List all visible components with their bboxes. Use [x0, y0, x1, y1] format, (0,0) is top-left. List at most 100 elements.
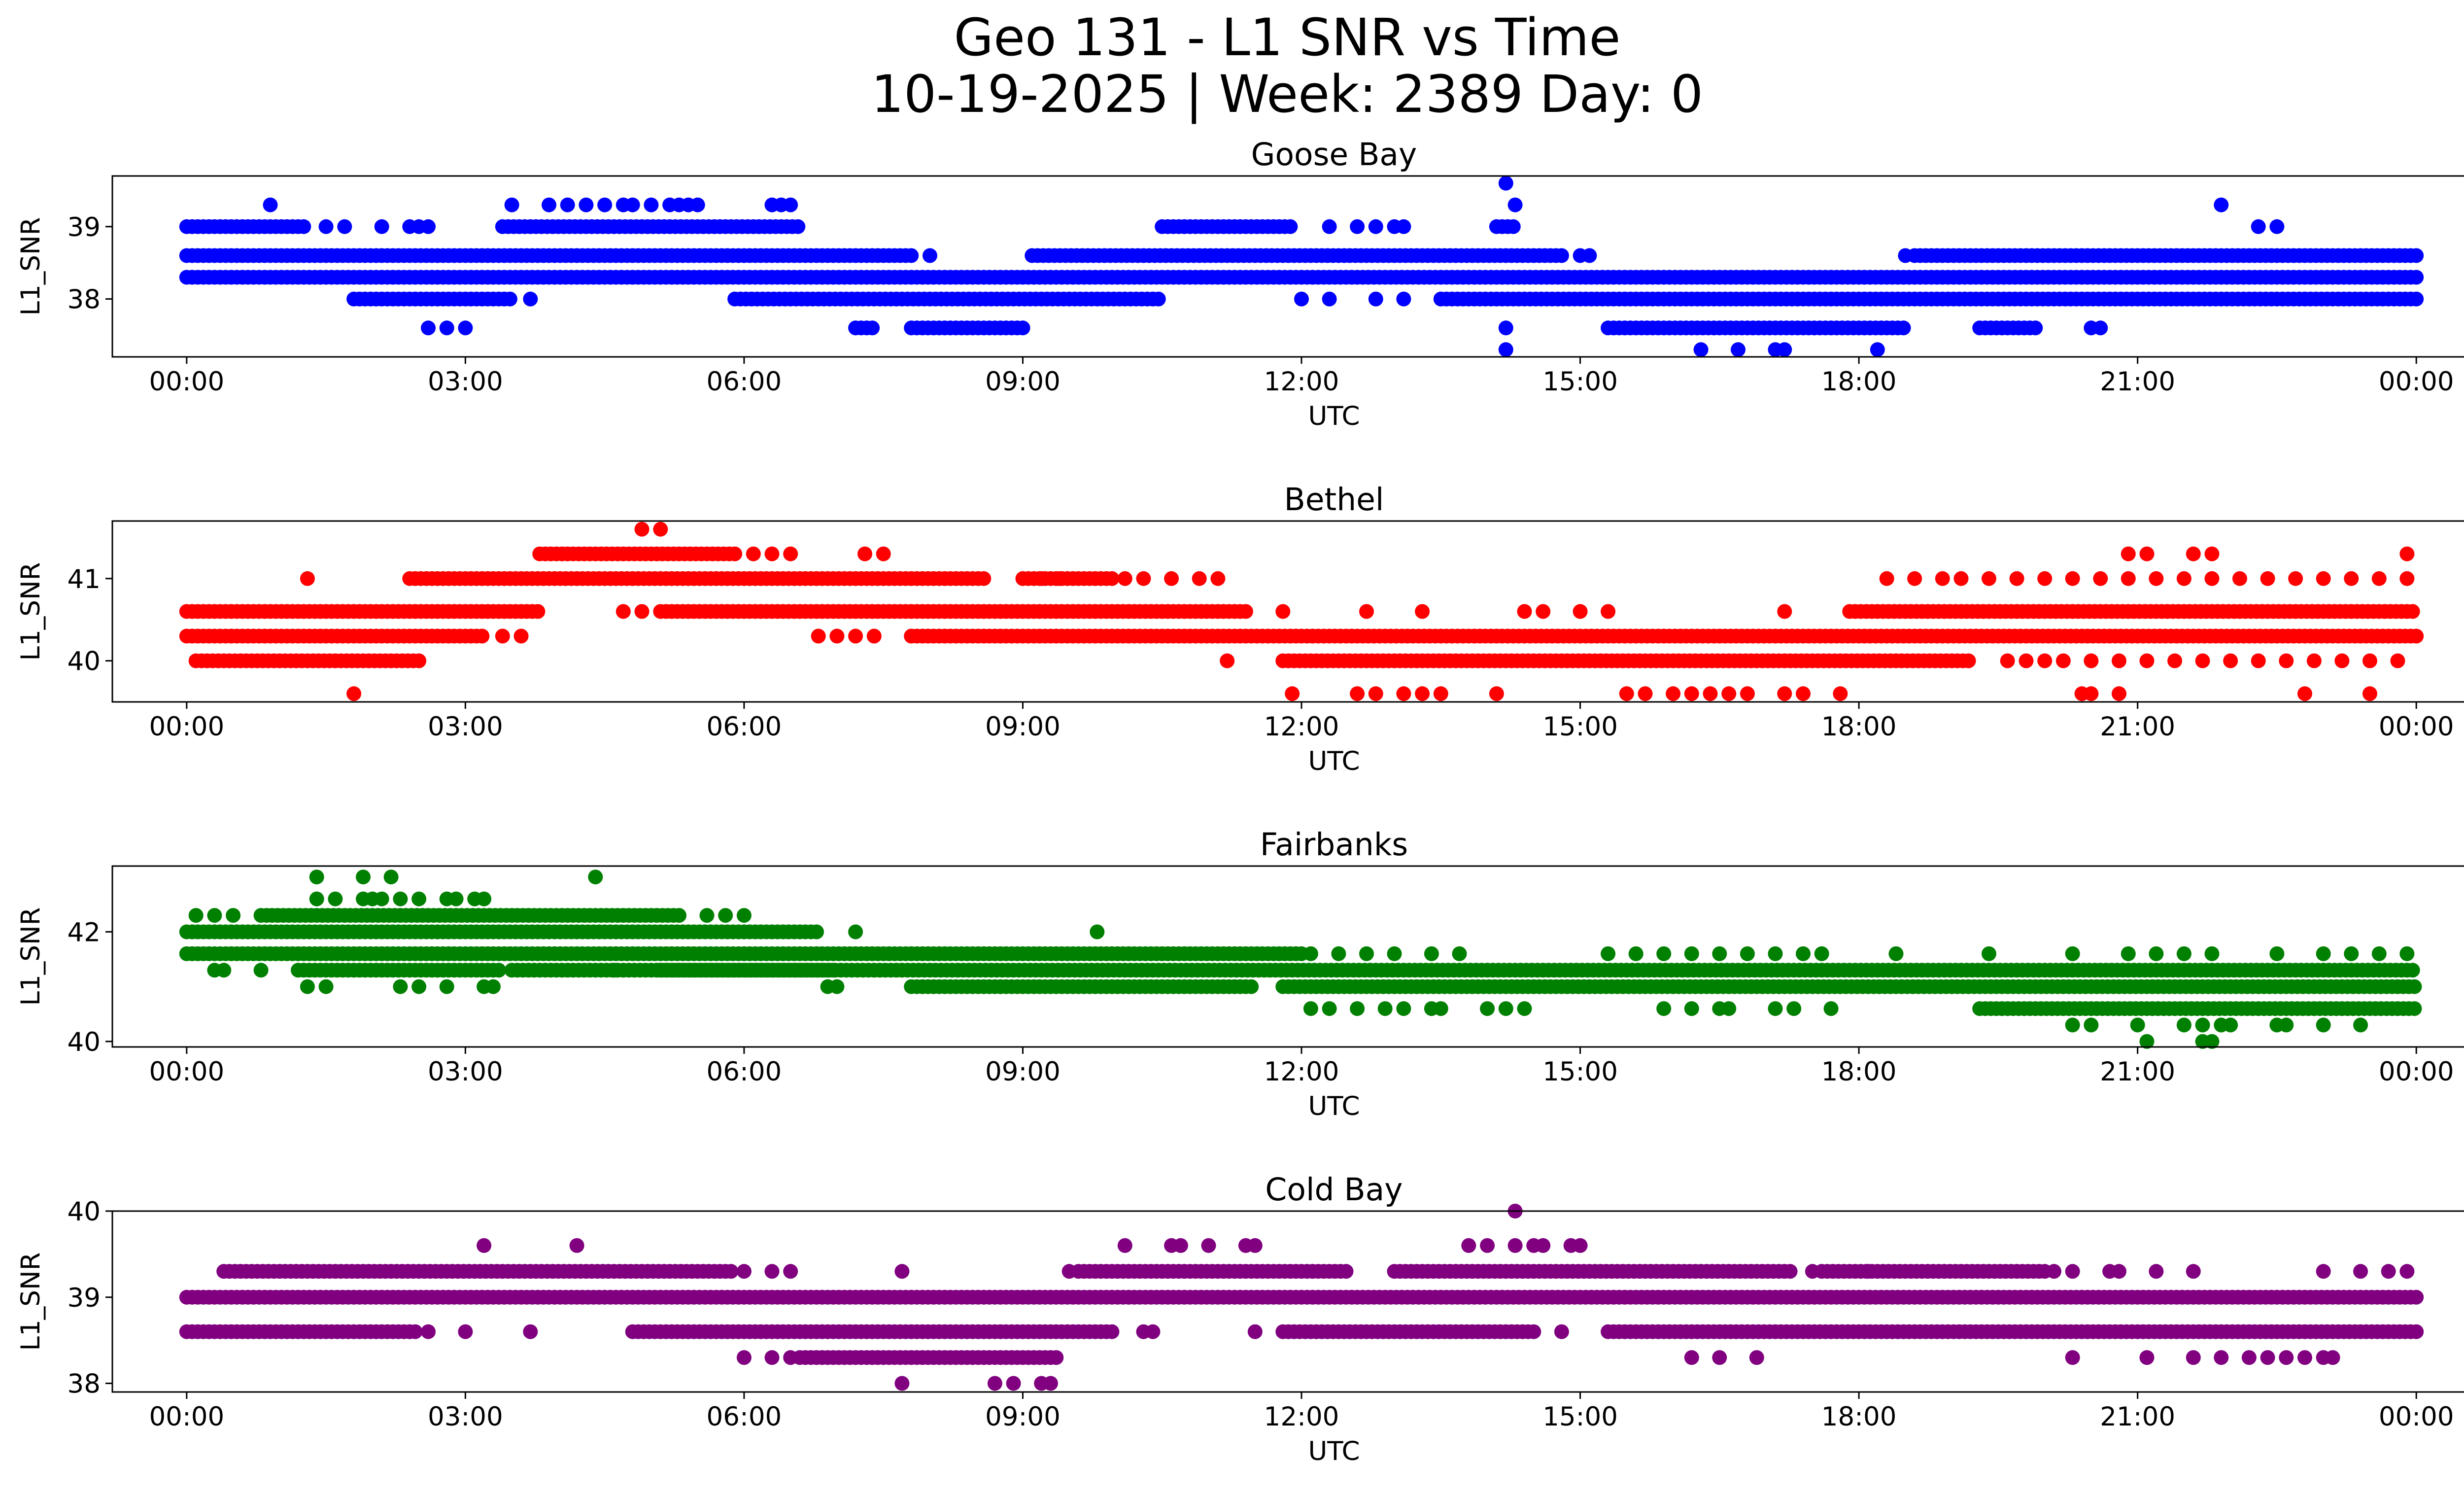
data-point — [300, 979, 315, 994]
data-point — [1684, 686, 1699, 701]
data-point — [226, 908, 241, 923]
data-point — [1507, 197, 1523, 212]
data-point — [2409, 291, 2424, 307]
y-tick-label: 42 — [68, 917, 101, 947]
data-point — [1247, 1324, 1263, 1339]
data-point — [2176, 571, 2191, 586]
data-point — [1693, 342, 1709, 357]
data-point — [1907, 571, 1922, 586]
data-point — [1331, 946, 1346, 961]
data-point — [1415, 604, 1430, 619]
data-point — [2316, 946, 2331, 961]
data-point — [569, 1238, 584, 1253]
data-point — [764, 1264, 780, 1279]
x-tick-label: 15:00 — [1542, 1402, 1618, 1432]
data-point — [328, 891, 343, 906]
x-tick-label: 21:00 — [2100, 367, 2175, 397]
x-tick-label: 21:00 — [2100, 1402, 2175, 1432]
data-point — [2409, 248, 2424, 263]
data-point — [1712, 946, 1727, 961]
data-point — [894, 1376, 910, 1391]
data-point — [579, 197, 594, 212]
data-point — [1628, 946, 1643, 961]
y-tick-label: 40 — [68, 1027, 101, 1057]
data-point — [848, 628, 863, 644]
data-point — [2381, 1264, 2396, 1279]
data-point — [2399, 546, 2415, 561]
data-point — [1049, 1350, 1064, 1365]
data-point — [2279, 653, 2294, 668]
data-point — [2065, 946, 2080, 961]
x-tick-label: 06:00 — [707, 712, 782, 742]
data-point — [2353, 1017, 2368, 1033]
data-point — [736, 1350, 752, 1365]
data-point — [2371, 946, 2387, 961]
x-axis-label: UTC — [1308, 746, 1360, 776]
data-point — [644, 197, 659, 212]
data-point — [1740, 686, 1755, 701]
data-point — [2409, 1289, 2424, 1305]
data-point — [2204, 946, 2220, 961]
data-point — [825, 963, 841, 978]
data-point — [2316, 1017, 2331, 1033]
data-point — [2149, 946, 2164, 961]
data-point — [2223, 1017, 2238, 1033]
x-tick-label: 03:00 — [428, 1057, 503, 1087]
x-tick-label: 15:00 — [1542, 712, 1618, 742]
data-point — [857, 546, 872, 561]
data-point — [448, 891, 464, 906]
data-point — [2325, 1350, 2340, 1365]
data-point — [904, 248, 919, 263]
data-point — [2019, 653, 2034, 668]
x-tick-label: 15:00 — [1542, 1057, 1618, 1087]
x-axis-label: UTC — [1308, 1436, 1360, 1466]
data-point — [1480, 1238, 1495, 1253]
data-point — [1703, 686, 1718, 701]
data-point — [1396, 686, 1411, 701]
data-point — [1090, 924, 1105, 939]
data-point — [1247, 1238, 1263, 1253]
data-point — [1833, 686, 1848, 701]
data-point — [1768, 1001, 1783, 1016]
data-point — [411, 653, 427, 668]
axes-frame — [111, 1210, 2464, 1393]
data-point — [216, 963, 232, 978]
data-point — [491, 963, 507, 978]
x-tick-label: 12:00 — [1264, 712, 1339, 742]
data-point — [2407, 1001, 2422, 1016]
data-point — [718, 908, 733, 923]
data-point — [393, 891, 408, 906]
data-point — [1452, 946, 1467, 961]
data-point — [1117, 571, 1132, 586]
data-point — [374, 891, 389, 906]
x-tick-label: 00:00 — [2379, 1402, 2454, 1432]
data-point — [513, 628, 529, 644]
data-point — [530, 604, 546, 619]
data-point — [783, 1350, 798, 1365]
data-point — [1498, 320, 1513, 336]
data-point — [1285, 686, 1300, 701]
data-point — [894, 1264, 910, 1279]
data-point — [2362, 686, 2377, 701]
data-point — [1173, 1238, 1188, 1253]
data-point — [1015, 320, 1030, 336]
data-point — [411, 891, 427, 906]
x-tick-label: 18:00 — [1821, 367, 1897, 397]
data-point — [2139, 546, 2155, 561]
data-point — [1731, 342, 1745, 357]
x-tick-label: 09:00 — [985, 712, 1061, 742]
data-point — [2195, 653, 2210, 668]
axes-frame — [111, 520, 2464, 703]
data-point — [523, 291, 538, 307]
x-tick-label: 09:00 — [985, 1057, 1061, 1087]
data-point — [2204, 571, 2220, 586]
data-point — [1935, 571, 1950, 586]
data-point — [1368, 686, 1383, 701]
data-point — [1554, 1324, 1569, 1339]
x-axis-label: UTC — [1308, 401, 1360, 431]
data-point — [736, 908, 752, 923]
data-point — [374, 219, 389, 234]
data-point — [2065, 571, 2080, 586]
